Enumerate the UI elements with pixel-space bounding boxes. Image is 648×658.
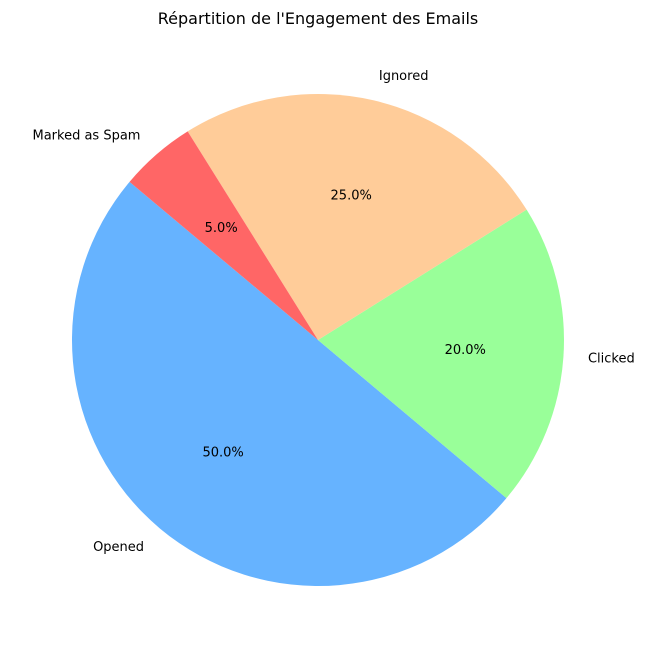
pie-slice-ignored (187, 93, 527, 340)
pie-slice-clicked (318, 209, 565, 499)
percent-label-marked-as-spam: 5.0% (205, 221, 238, 236)
percent-label-clicked: 20.0% (445, 343, 486, 358)
slice-label-ignored: Ignored (379, 69, 429, 84)
pie-slice-marked-as-spam (129, 131, 318, 340)
chart-title: Répartition de l'Engagement des Emails (158, 9, 478, 28)
pie-slice-opened (71, 181, 507, 587)
pie-slices (71, 93, 565, 587)
slice-label-marked-as-spam: Marked as Spam (32, 128, 140, 143)
percent-label-opened: 50.0% (202, 446, 243, 461)
slice-label-clicked: Clicked (588, 351, 635, 366)
percent-label-ignored: 25.0% (331, 189, 372, 204)
slice-label-opened: Opened (93, 540, 144, 555)
pie-labels: Opened 50.0% Clicked 20.0% Ignored 25.0% Marke… (32, 69, 634, 555)
